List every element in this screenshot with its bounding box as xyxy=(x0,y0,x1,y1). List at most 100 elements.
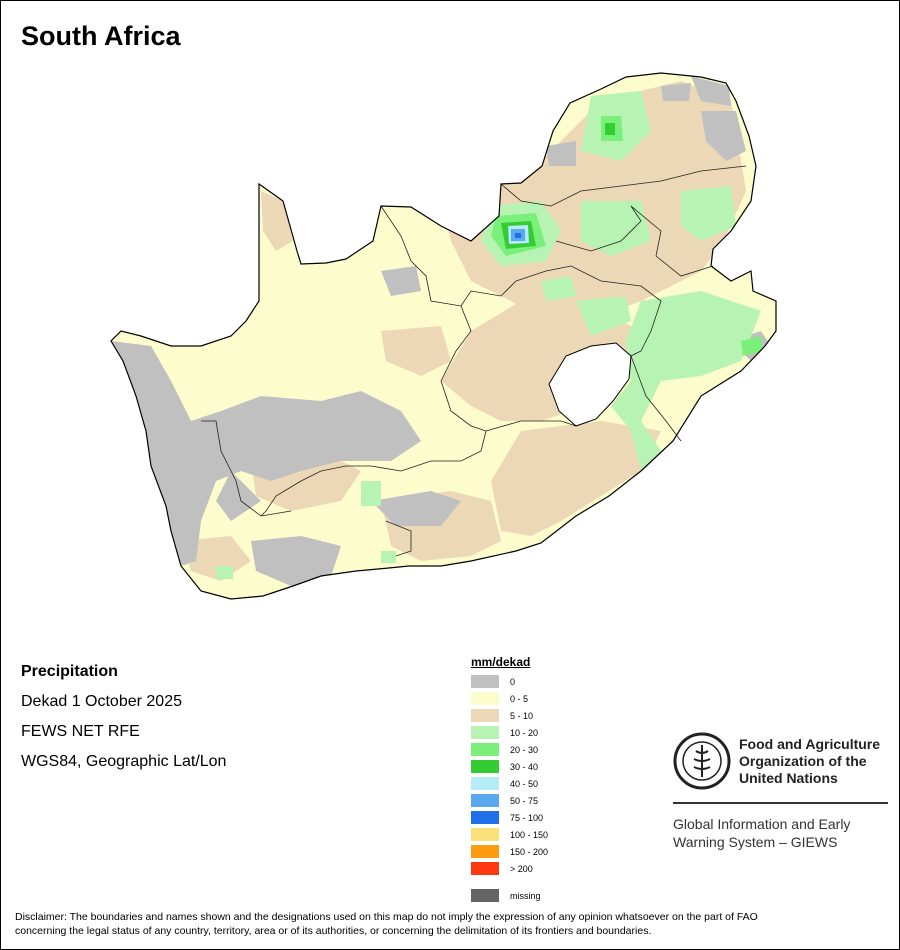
legend-label: 100 - 150 xyxy=(510,829,549,840)
zone-0-limpopo-patch xyxy=(661,83,691,101)
org-line-2: Organization of the xyxy=(739,753,867,769)
legend-items: 0 0 - 5 5 - 10 10 - 20 20 - 30 30 - 40 40 - 50… xyxy=(471,673,548,877)
legend-label: 5 - 10 xyxy=(510,710,534,721)
boundary-kzn-easterncape xyxy=(630,355,682,442)
zone-10-20-patch xyxy=(541,276,576,301)
fao-emblem-icon xyxy=(673,732,731,790)
zone-0-northcape-patch xyxy=(381,266,421,296)
zone-0-southwest-coast xyxy=(251,536,341,586)
legend-item: 50 - 75 xyxy=(471,792,548,809)
zone-10-20-mpumalanga xyxy=(681,186,736,241)
zone-10-20-karoo-patch xyxy=(361,481,381,506)
org-line-3: United Nations xyxy=(739,770,838,786)
fao-organization-name: Food and Agriculture Organization of the… xyxy=(739,736,880,787)
zone-0-westcape-patch xyxy=(216,471,261,521)
boundary-gauteng xyxy=(555,205,642,252)
zone-0-northeast-patch xyxy=(701,111,746,161)
legend-label: 0 - 5 xyxy=(510,693,529,704)
legend-item: 75 - 100 xyxy=(471,809,548,826)
legend-label: 0 xyxy=(510,676,516,687)
zone-0-southern-karoo xyxy=(371,491,461,526)
legend-title: mm/dekad xyxy=(471,655,531,669)
zone-5-10-southwest xyxy=(181,536,251,581)
fao-logo xyxy=(672,731,732,796)
zone-5-10-central xyxy=(381,326,451,376)
boundary-northcape-easterncape xyxy=(260,430,487,517)
legend-swatch xyxy=(471,845,499,858)
precipitation-map xyxy=(1,61,899,621)
legend-item: 0 xyxy=(471,673,548,690)
program-line-1: Global Information and Early xyxy=(673,816,851,832)
zone-20-30-kzn-coast xyxy=(741,336,763,356)
legend-label: 20 - 30 xyxy=(510,744,539,755)
south-africa-map-svg xyxy=(110,72,777,600)
zone-0-western xyxy=(111,341,421,566)
disclaimer: Disclaimer: The boundaries and names sho… xyxy=(15,910,890,938)
legend-label: 150 - 200 xyxy=(510,846,549,857)
disclaimer-line-1: Disclaimer: The boundaries and names sho… xyxy=(15,911,758,923)
boundary-northcape-northwest xyxy=(380,205,517,307)
legend-swatch xyxy=(471,828,499,841)
zone-10-20-southwest-patch xyxy=(216,566,233,579)
legend-swatch xyxy=(471,709,499,722)
zone-10-20-gauteng xyxy=(581,201,651,256)
legend-swatch xyxy=(471,743,499,756)
zone-10-20-south-patch xyxy=(381,551,396,563)
boundary-limpopo-south xyxy=(500,165,747,207)
legend-item-missing: missing xyxy=(471,887,548,904)
legend-swatch xyxy=(471,760,499,773)
province-boundaries xyxy=(201,165,747,557)
boundary-westerncape-easterncape xyxy=(385,520,412,557)
boundary-freestate-north xyxy=(515,265,662,357)
zone-5-10-easterncape xyxy=(491,421,661,536)
zone-0-limpopo-north xyxy=(691,76,731,106)
boundary-freestate-west xyxy=(440,305,577,432)
legend-label: 40 - 50 xyxy=(510,778,539,789)
variable-heading: Precipitation xyxy=(21,663,118,680)
source-label: FEWS NET RFE xyxy=(21,723,140,740)
zone-30-40-limpopo xyxy=(605,123,615,135)
legend-label: 30 - 40 xyxy=(510,761,539,772)
zone-10-20-freestate-east xyxy=(576,296,631,336)
legend-swatch xyxy=(471,889,499,902)
legend-swatch xyxy=(471,692,499,705)
legend-label: missing xyxy=(510,890,541,901)
legend-label: > 200 xyxy=(510,863,533,874)
zone-0-limpopo-west xyxy=(546,141,576,166)
legend-item: 0 - 5 xyxy=(471,690,548,707)
projection-label: WGS84, Geographic Lat/Lon xyxy=(21,753,227,770)
lesotho-outline xyxy=(548,342,632,427)
legend-item: 20 - 30 xyxy=(471,741,548,758)
disclaimer-line-2: concerning the legal status of any count… xyxy=(15,925,652,937)
legend-item: 5 - 10 xyxy=(471,707,548,724)
legend-swatch xyxy=(471,811,499,824)
map-info: Precipitation Dekad 1 October 2025 FEWS … xyxy=(21,657,226,777)
lesotho-enclave xyxy=(549,343,631,426)
precipitation-raster xyxy=(111,76,771,586)
zone-5-10-northwest xyxy=(261,191,293,251)
legend-label: 75 - 100 xyxy=(510,812,544,823)
branding-divider xyxy=(673,802,888,804)
legend-item: > 200 xyxy=(471,860,548,877)
zone-75-100-northwest xyxy=(515,233,521,238)
boundary-westerncape-north xyxy=(201,420,292,517)
precipitation-legend: mm/dekad 0 0 - 5 5 - 10 10 - 20 20 - 30 30 - … xyxy=(471,655,548,904)
map-title: South Africa xyxy=(21,21,181,51)
legend-swatch xyxy=(471,862,499,875)
org-line-1: Food and Agriculture xyxy=(739,736,881,752)
legend-label: 10 - 20 xyxy=(510,727,539,738)
giews-name: Global Information and Early Warning Sys… xyxy=(673,815,850,851)
period-label: Dekad 1 October 2025 xyxy=(21,693,182,710)
legend-swatch xyxy=(471,777,499,790)
legend-item: 100 - 150 xyxy=(471,826,548,843)
legend-item: 40 - 50 xyxy=(471,775,548,792)
boundary-mpumalanga-kzn xyxy=(630,205,714,277)
program-line-2: Warning System – GIEWS xyxy=(673,834,838,850)
legend-item: 10 - 20 xyxy=(471,724,548,741)
legend-label: 50 - 75 xyxy=(510,795,539,806)
legend-swatch xyxy=(471,726,499,739)
legend-swatch xyxy=(471,794,499,807)
legend-swatch xyxy=(471,675,499,688)
legend-item: 30 - 40 xyxy=(471,758,548,775)
